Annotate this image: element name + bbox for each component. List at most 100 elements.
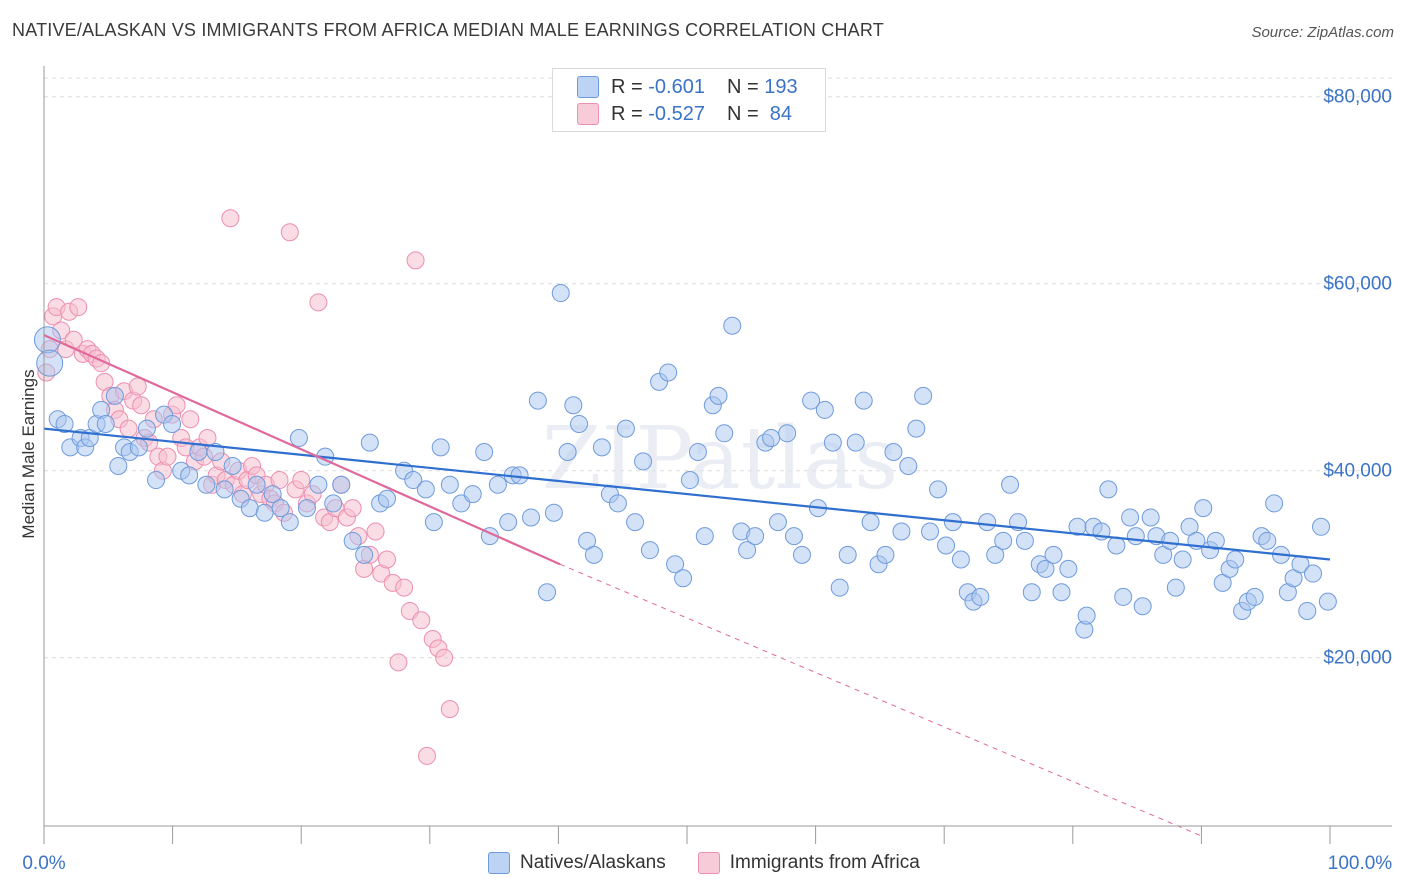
point-natives-alaskans <box>1107 536 1126 555</box>
point-natives-alaskans <box>914 386 933 405</box>
point-natives-alaskans <box>1001 475 1020 494</box>
point-natives-alaskans <box>197 475 216 494</box>
point-natives-alaskans <box>921 522 940 541</box>
point-immigrants-from-africa <box>167 396 186 415</box>
point-natives-alaskans <box>680 471 699 490</box>
point-natives-alaskans <box>528 391 547 410</box>
point-natives-alaskans <box>854 391 873 410</box>
series-natives-alaskans <box>33 284 1337 639</box>
legend-r-value: -0.527 <box>648 102 705 125</box>
point-natives-alaskans <box>1161 531 1180 550</box>
point-natives-alaskans <box>96 414 115 433</box>
point-natives-alaskans <box>223 457 242 476</box>
legend-label-natives: Natives/Alaskans <box>520 852 666 873</box>
point-natives-alaskans <box>634 452 653 471</box>
point-natives-alaskans <box>994 531 1013 550</box>
point-natives-alaskans <box>608 494 627 513</box>
point-natives-alaskans <box>343 531 362 550</box>
point-natives-alaskans <box>1015 531 1034 550</box>
chart-title: NATIVE/ALASKAN VS IMMIGRANTS FROM AFRICA… <box>12 20 884 40</box>
point-natives-alaskans <box>1121 508 1140 527</box>
point-immigrants-from-africa <box>181 410 200 429</box>
watermark: ZIPatlas <box>542 409 898 509</box>
point-natives-alaskans <box>876 545 895 564</box>
source-label: Source: ZipAtlas.com <box>1251 24 1394 41</box>
point-natives-alaskans <box>784 527 803 546</box>
point-immigrants-from-africa <box>377 550 396 569</box>
point-natives-alaskans <box>1099 480 1118 499</box>
trend-lines <box>43 334 1331 836</box>
point-natives-alaskans <box>558 443 577 461</box>
point-natives-alaskans <box>1173 550 1192 569</box>
point-natives-alaskans <box>309 475 328 494</box>
point-natives-alaskans <box>206 443 225 461</box>
point-immigrants-from-africa <box>132 396 151 415</box>
point-natives-alaskans <box>1036 559 1055 578</box>
point-natives-alaskans <box>723 316 742 335</box>
point-natives-alaskans <box>1114 587 1133 606</box>
point-natives-alaskans <box>1304 564 1323 583</box>
point-natives-alaskans <box>109 457 128 476</box>
point-natives-alaskans <box>762 428 781 447</box>
point-natives-alaskans <box>666 555 685 574</box>
y-axis-label: Median Male Earnings <box>19 369 38 538</box>
point-natives-alaskans <box>1077 606 1096 625</box>
point-natives-alaskans <box>929 480 948 499</box>
point-natives-alaskans <box>297 499 316 518</box>
point-natives-alaskans <box>424 513 443 532</box>
point-natives-alaskans <box>1226 550 1245 569</box>
point-immigrants-from-africa <box>309 293 328 312</box>
point-natives-alaskans <box>861 513 880 532</box>
y-tick-label: $20,000 <box>1323 648 1392 669</box>
point-natives-alaskans <box>147 471 166 490</box>
y-tick-label: $60,000 <box>1323 274 1392 295</box>
point-natives-alaskans <box>551 284 570 303</box>
point-immigrants-from-africa <box>119 419 138 438</box>
grid-lines <box>44 77 1392 659</box>
point-natives-alaskans <box>180 466 199 485</box>
point-immigrants-from-africa <box>395 578 414 597</box>
point-natives-alaskans <box>592 438 611 457</box>
point-natives-alaskans <box>377 489 396 508</box>
point-natives-alaskans <box>815 400 834 419</box>
point-natives-alaskans <box>431 438 450 457</box>
point-natives-alaskans <box>792 545 811 564</box>
point-natives-alaskans <box>846 433 865 452</box>
point-natives-alaskans <box>978 513 997 532</box>
point-natives-alaskans <box>570 414 589 433</box>
point-natives-alaskans <box>440 475 459 494</box>
point-immigrants-from-africa <box>198 428 217 447</box>
legend-swatch-africa <box>697 852 720 874</box>
point-natives-alaskans <box>247 475 266 494</box>
point-natives-alaskans <box>1022 583 1041 602</box>
point-immigrants-from-africa <box>366 522 385 541</box>
point-natives-alaskans <box>564 396 583 415</box>
point-natives-alaskans <box>263 485 282 504</box>
point-natives-alaskans <box>778 424 797 443</box>
point-natives-alaskans <box>899 457 918 476</box>
point-immigrants-from-africa <box>389 653 408 672</box>
point-natives-alaskans <box>416 480 435 499</box>
point-natives-alaskans <box>1133 597 1152 616</box>
point-natives-alaskans <box>715 424 734 443</box>
point-immigrants-from-africa <box>221 209 240 228</box>
point-immigrants-from-africa <box>69 298 88 317</box>
point-natives-alaskans <box>951 550 970 569</box>
point-immigrants-from-africa <box>440 700 459 719</box>
correlation-legend: R = -0.601 N = 193 R = -0.527 N = 84 <box>552 68 826 132</box>
point-immigrants-from-africa <box>412 611 431 630</box>
point-natives-alaskans <box>499 513 518 532</box>
point-natives-alaskans <box>688 443 707 461</box>
point-natives-alaskans <box>137 419 156 438</box>
point-natives-alaskans <box>971 587 990 606</box>
legend-row-natives: R = -0.601 N = 193 <box>553 73 798 101</box>
series-legend: Natives/Alaskans Immigrants from Africa <box>488 852 920 874</box>
legend-n-value: 193 <box>764 75 798 98</box>
x-tick-label-max: 100.0% <box>1328 853 1393 874</box>
point-immigrants-from-africa <box>292 471 311 490</box>
point-natives-alaskans <box>36 349 64 377</box>
point-natives-alaskans <box>674 569 693 588</box>
point-natives-alaskans <box>892 522 911 541</box>
point-natives-alaskans <box>768 513 787 532</box>
point-natives-alaskans <box>129 438 148 457</box>
